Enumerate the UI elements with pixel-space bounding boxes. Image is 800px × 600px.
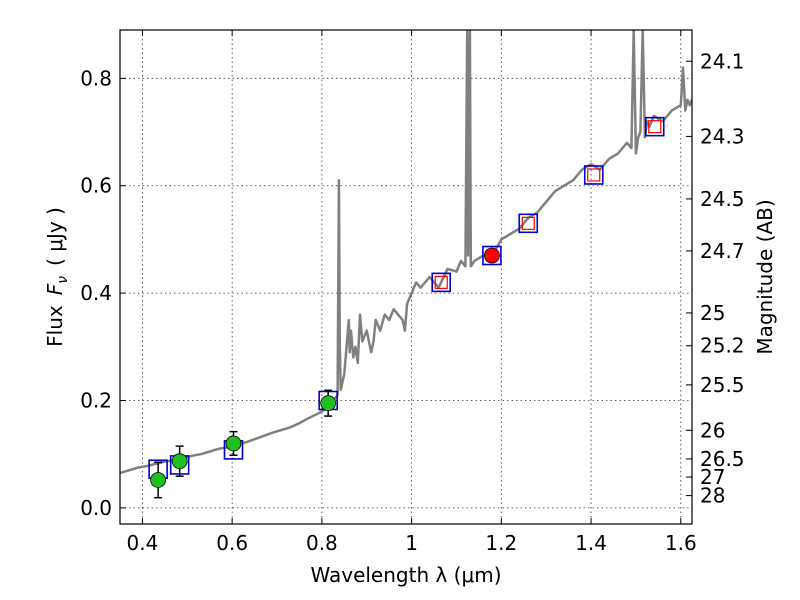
magnitude-tick-label: 27 xyxy=(700,465,725,489)
observed-photometry-point xyxy=(171,453,188,470)
magnitude-tick-label: 26 xyxy=(700,418,725,442)
x-tick-label: 0.6 xyxy=(216,531,248,555)
detected-point xyxy=(484,247,500,264)
y-axis-label-unit: ( μJy ) xyxy=(43,207,67,266)
magnitude-tick-label: 25.5 xyxy=(700,373,745,397)
x-tick-label: 0.4 xyxy=(127,531,159,555)
model-photometry-point xyxy=(482,245,502,266)
magnitude-tick-label: 24.3 xyxy=(700,124,745,148)
model-photometry-point xyxy=(431,272,452,293)
magnitude-tick-label: 25.2 xyxy=(700,334,745,358)
observed-photometry-point xyxy=(320,395,337,412)
x-tick-label: 0.8 xyxy=(306,531,338,555)
magnitude-tick-label: 24.5 xyxy=(700,187,745,211)
magnitude-tick-label: 24.1 xyxy=(700,49,745,73)
magnitude-tick-label: 25 xyxy=(700,301,725,325)
upper-limit-point xyxy=(434,275,448,289)
x-axis-label: Wavelength λ (μm) xyxy=(310,563,501,587)
observed-photometry-point xyxy=(225,435,242,452)
plot-frame xyxy=(119,29,693,525)
y-tick-label: 0.6 xyxy=(80,174,112,198)
x-tick-label: 1 xyxy=(405,531,418,555)
y-axis-label-prefix: Flux xyxy=(43,305,67,347)
model-photometry-point xyxy=(518,213,539,234)
y-axis-left: 0.0 0.2 0.4 0.6 0.8 xyxy=(80,66,126,520)
upper-limit-point xyxy=(521,216,535,230)
y-axis-label-subscript: ν xyxy=(55,276,71,284)
x-tick-label: 1.6 xyxy=(665,531,697,555)
upper-limit-point xyxy=(587,168,601,182)
y-tick-label: 0.0 xyxy=(80,496,112,520)
grid xyxy=(120,30,692,524)
magnitude-tick-label: 28 xyxy=(700,484,725,508)
y-axis-label: Flux Fν ( μJy ) xyxy=(43,207,71,347)
y-axis-label-symbol: F xyxy=(43,283,67,295)
y-tick-label: 0.4 xyxy=(80,281,112,305)
observed-photometry-point xyxy=(150,472,167,488)
x-tick-label: 1.4 xyxy=(575,531,607,555)
y-tick-label: 0.2 xyxy=(80,389,112,413)
magnitude-tick-label: 24.7 xyxy=(700,239,745,263)
plot-area xyxy=(120,30,692,499)
x-tick-label: 1.2 xyxy=(485,531,517,555)
magnitude-tick-label: 26.5 xyxy=(700,447,745,471)
y-tick-label: 0.8 xyxy=(80,66,112,90)
y-axis-right-label: Magnitude (AB) xyxy=(753,199,777,354)
x-axis: 0.4 0.6 0.8 1 1.2 1.4 1.6 xyxy=(127,30,697,555)
model-photometry-point xyxy=(583,165,604,185)
spectrum-line xyxy=(120,30,692,475)
upper-limit-point xyxy=(648,120,662,134)
model-photometry-point xyxy=(644,116,665,137)
